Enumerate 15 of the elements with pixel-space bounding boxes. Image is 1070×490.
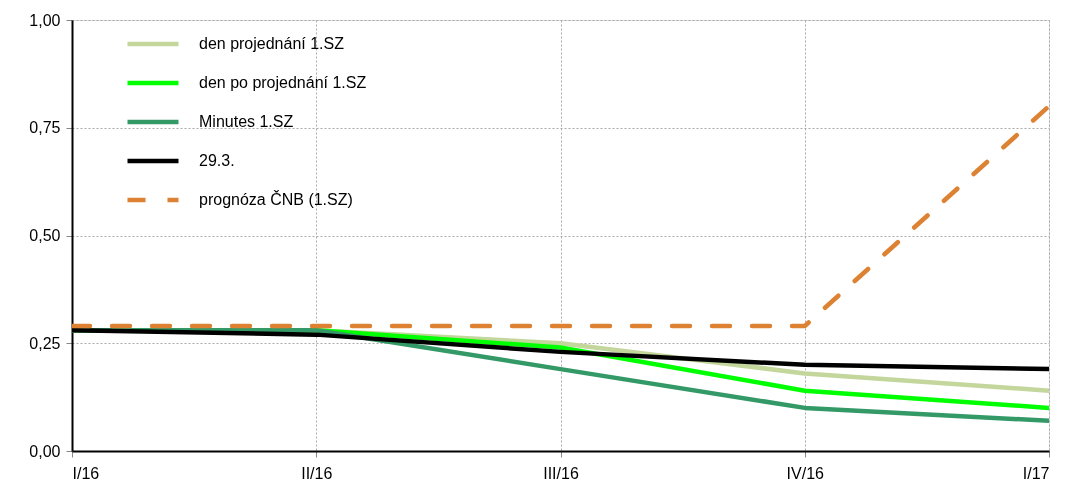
- x-tick-label: I/17: [1022, 464, 1050, 482]
- x-tick-label: IV/16: [786, 464, 825, 482]
- y-tick-label: 0,25: [29, 334, 61, 352]
- legend-label: Minutes 1.SZ: [199, 113, 294, 130]
- y-tick-label: 0,75: [29, 119, 61, 137]
- y-tick-label: 0,00: [29, 442, 61, 460]
- legend-label: 29.3.: [199, 152, 235, 169]
- x-tick-label: III/16: [543, 464, 579, 482]
- legend-label: den po projednání 1.SZ: [199, 74, 367, 91]
- y-tick-label: 1,00: [29, 11, 61, 29]
- y-tick-label: 0,50: [29, 227, 61, 244]
- x-tick-label: I/16: [72, 464, 100, 482]
- x-tick-label: II/16: [301, 464, 333, 482]
- legend-label: den projednání 1.SZ: [199, 35, 345, 52]
- legend-label: prognóza ČNB (1.SZ): [199, 190, 353, 208]
